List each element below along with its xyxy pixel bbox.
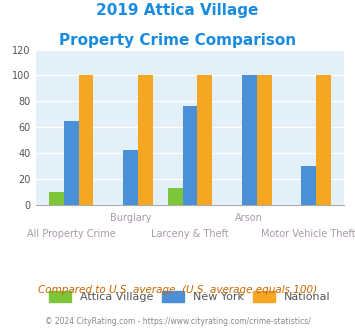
Bar [78,75,93,205]
Bar [138,75,153,205]
Bar [242,75,257,205]
Text: 2019 Attica Village: 2019 Attica Village [96,3,259,18]
Bar [182,106,197,205]
Text: Arson: Arson [235,213,263,223]
Legend: Attica Village, New York, National: Attica Village, New York, National [49,291,331,302]
Text: Motor Vehicle Theft: Motor Vehicle Theft [261,229,355,239]
Bar [301,166,316,205]
Bar [123,150,138,205]
Bar [49,192,64,205]
Text: Property Crime Comparison: Property Crime Comparison [59,33,296,48]
Text: Compared to U.S. average. (U.S. average equals 100): Compared to U.S. average. (U.S. average … [38,285,317,295]
Text: All Property Crime: All Property Crime [27,229,115,239]
Bar [64,120,78,205]
Text: Burglary: Burglary [110,213,151,223]
Text: © 2024 CityRating.com - https://www.cityrating.com/crime-statistics/: © 2024 CityRating.com - https://www.city… [45,317,310,326]
Bar [316,75,331,205]
Bar [257,75,272,205]
Bar [197,75,212,205]
Bar [168,188,182,205]
Text: Larceny & Theft: Larceny & Theft [151,229,229,239]
